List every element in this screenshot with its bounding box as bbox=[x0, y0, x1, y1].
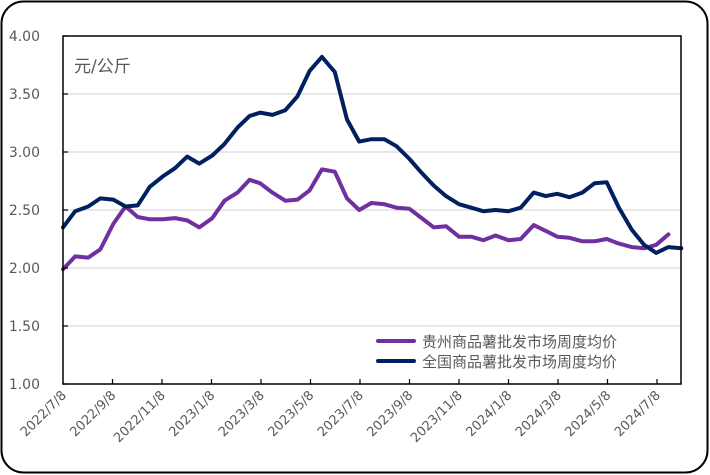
unit-label: 元/公斤 bbox=[74, 57, 131, 77]
legend-label: 全国商品薯批发市场周度均价 bbox=[422, 353, 617, 371]
y-tick-label: 1.50 bbox=[9, 319, 40, 335]
y-tick-label: 2.50 bbox=[9, 203, 40, 219]
y-tick-label: 3.50 bbox=[9, 87, 40, 103]
y-tick-label: 2.00 bbox=[9, 261, 40, 277]
series-line-0 bbox=[61, 167, 671, 272]
y-tick-label: 3.00 bbox=[9, 145, 40, 161]
y-tick-label: 4.00 bbox=[9, 29, 40, 45]
y-tick-label: 1.00 bbox=[9, 377, 40, 393]
legend-label: 贵州商品薯批发市场周度均价 bbox=[422, 333, 617, 351]
